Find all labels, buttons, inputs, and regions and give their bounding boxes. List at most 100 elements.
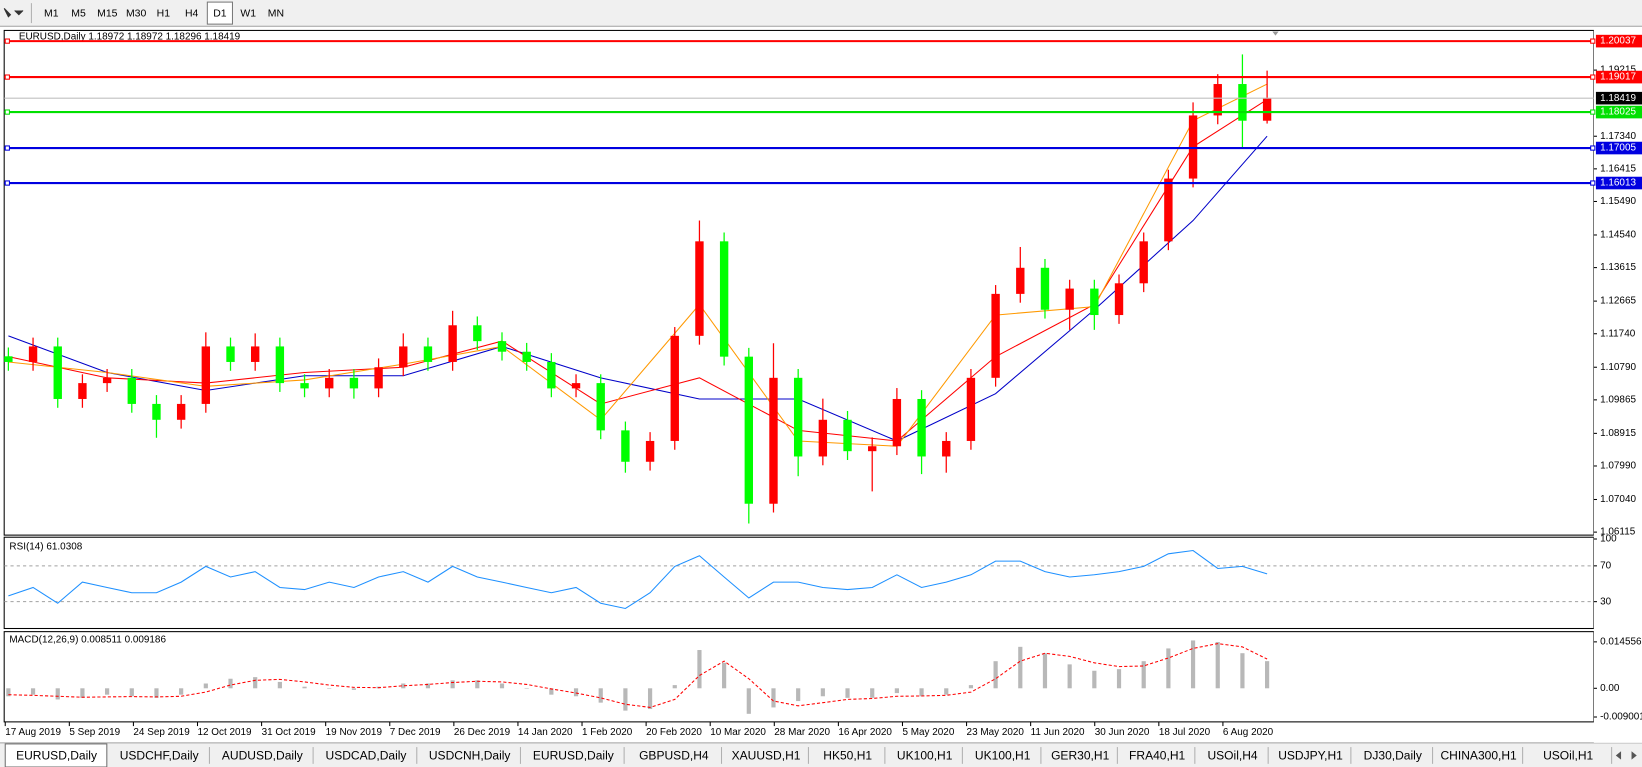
tab-scroll-arrows[interactable] — [1615, 751, 1637, 760]
tab-label[interactable]: CHINA300,H1 — [1441, 749, 1518, 763]
tab-label[interactable]: AUDUSD,Daily — [222, 749, 303, 763]
candle-body — [374, 367, 383, 389]
tab[interactable] — [4, 743, 108, 767]
tab[interactable] — [1118, 746, 1195, 766]
candle-body — [497, 341, 507, 352]
candle-body — [991, 293, 1000, 378]
tab[interactable] — [809, 746, 885, 766]
level-handle[interactable] — [1590, 74, 1596, 80]
tab[interactable] — [1433, 746, 1523, 766]
moving-average — [8, 135, 1268, 442]
macd-bar — [450, 680, 455, 689]
tab-label[interactable]: XAUUSD,H1 — [732, 749, 801, 763]
tool-icon[interactable] — [3, 8, 24, 18]
tab[interactable] — [210, 746, 314, 766]
macd-bar — [771, 688, 776, 708]
timeframe-button[interactable] — [93, 2, 122, 25]
x-tick-label: 14 Jan 2020 — [518, 727, 573, 738]
tab-label[interactable]: USDCNH,Daily — [429, 749, 511, 763]
tab-label[interactable]: DJ30,Daily — [1364, 749, 1422, 763]
candle-body — [818, 419, 828, 457]
level-label: 1.17005 — [1600, 143, 1636, 154]
level-handle[interactable] — [4, 145, 10, 151]
tab-label[interactable]: USOil,H4 — [1207, 749, 1257, 763]
tab[interactable] — [314, 746, 417, 766]
macd-bar — [129, 688, 134, 697]
tab-label[interactable]: GBPUSD,H4 — [639, 749, 709, 763]
x-tick-label: 12 Oct 2019 — [198, 727, 253, 738]
timeframe-button[interactable] — [234, 2, 262, 25]
tab-label[interactable]: USDCAD,Daily — [326, 749, 407, 763]
level-handle[interactable] — [4, 38, 10, 44]
tab[interactable] — [417, 746, 521, 766]
tab[interactable] — [521, 746, 625, 766]
candle-body — [325, 377, 334, 389]
tab[interactable] — [1269, 746, 1351, 766]
x-tick-label: 6 Aug 2020 — [1223, 727, 1274, 738]
tab-label[interactable]: EURUSD,Daily — [16, 749, 97, 763]
tab[interactable] — [1351, 746, 1433, 766]
tab-label[interactable]: GER30,H1 — [1051, 749, 1109, 763]
level-handle[interactable] — [1590, 109, 1596, 115]
tab-label[interactable]: UK100,H1 — [897, 749, 953, 763]
candle-body — [423, 346, 433, 362]
timeframe-label[interactable]: MN — [268, 8, 284, 19]
current-price-label: 1.18419 — [1600, 93, 1636, 104]
tab-scroll[interactable] — [1615, 751, 1637, 760]
tab-label[interactable]: USDJPY,H1 — [1278, 749, 1343, 763]
tab[interactable] — [625, 746, 722, 766]
level-handle[interactable] — [1590, 180, 1596, 186]
candle-body — [719, 241, 729, 357]
macd-bar — [105, 688, 110, 695]
timeframe-label[interactable]: M30 — [126, 8, 147, 19]
tab[interactable] — [1041, 746, 1118, 766]
level-handle[interactable] — [4, 109, 10, 115]
timeframe-label[interactable]: M15 — [97, 8, 118, 19]
level-handle[interactable] — [1590, 38, 1596, 44]
timeframe-button[interactable] — [64, 2, 93, 25]
macd-bar — [919, 688, 924, 697]
tab[interactable] — [722, 746, 809, 766]
timeframe-button[interactable] — [178, 2, 206, 25]
timeframe-button[interactable] — [262, 2, 290, 25]
timeframe-label[interactable]: H1 — [157, 8, 171, 19]
tab[interactable] — [1523, 746, 1612, 766]
candle-body — [892, 398, 902, 447]
x-tick-label: 23 May 2020 — [967, 727, 1025, 738]
timeframe-label[interactable]: D1 — [213, 8, 227, 19]
candle-body — [1188, 115, 1198, 179]
y-tick-label: 0.014556 — [1600, 636, 1642, 647]
x-tick-label: 19 Nov 2019 — [326, 727, 383, 738]
tab[interactable] — [885, 746, 963, 766]
timeframe-label[interactable]: M1 — [44, 8, 59, 19]
y-tick-label: 1.16415 — [1600, 163, 1636, 174]
macd-bar — [820, 688, 825, 697]
candle-body — [250, 346, 260, 362]
macd-bar — [1265, 661, 1270, 689]
candle-body — [78, 383, 87, 399]
tab-label[interactable]: USOil,H1 — [1543, 749, 1593, 763]
tab-label[interactable]: UK100,H1 — [975, 749, 1031, 763]
timeframe-button[interactable] — [122, 2, 150, 25]
tab[interactable] — [107, 746, 210, 766]
tab-label[interactable]: EURUSD,Daily — [533, 749, 614, 763]
candle-body — [868, 446, 877, 452]
level-handle[interactable] — [1590, 145, 1596, 151]
tab-label[interactable]: USDCHF,Daily — [120, 749, 199, 763]
macd-title: MACD(12,26,9) 0.008511 0.009186 — [9, 635, 166, 646]
timeframe-button[interactable] — [39, 2, 63, 25]
timeframe-button[interactable] — [150, 2, 176, 25]
macd-bar — [6, 688, 11, 697]
tab[interactable] — [963, 746, 1041, 766]
tab-label[interactable]: FRA40,H1 — [1129, 749, 1185, 763]
timeframe-label[interactable]: W1 — [240, 8, 256, 19]
candle-body — [1090, 288, 1099, 316]
timeframe-button[interactable] — [206, 1, 234, 25]
level-handle[interactable] — [4, 74, 10, 80]
tab[interactable] — [1195, 746, 1269, 766]
timeframe-label[interactable]: M5 — [71, 8, 86, 19]
tab-label[interactable]: HK50,H1 — [823, 749, 872, 763]
tabs: EURUSD,Daily USDCHF,Daily AUDUSD,Daily USDC… — [4, 743, 1613, 767]
timeframe-label[interactable]: H4 — [185, 8, 199, 19]
level-handle[interactable] — [4, 180, 10, 186]
